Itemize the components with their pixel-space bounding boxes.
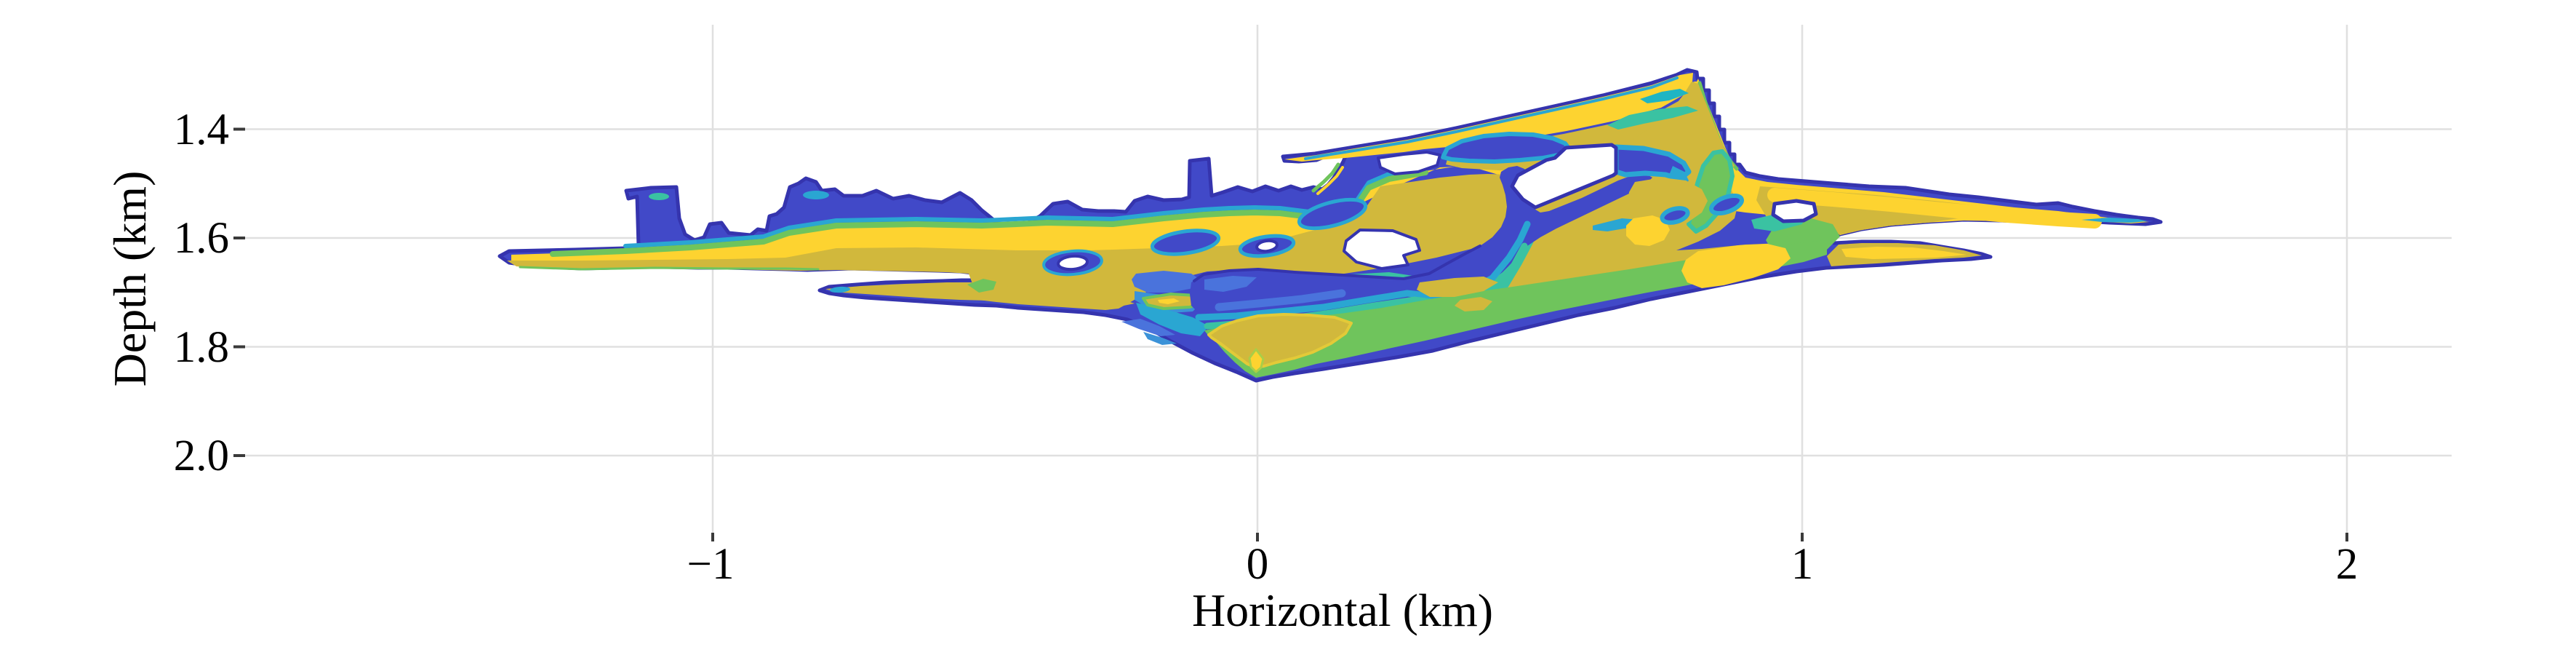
svg-text:0: 0 [1247,540,1269,589]
svg-text:1.6: 1.6 [174,214,229,263]
svg-text:1.8: 1.8 [174,323,229,372]
svg-text:Depth (km): Depth (km) [104,171,156,387]
svg-text:2: 2 [2336,540,2359,589]
svg-text:1.4: 1.4 [174,106,229,154]
svg-text:−1: −1 [687,540,735,589]
svg-text:2.0: 2.0 [174,432,229,480]
svg-text:Horizontal (km): Horizontal (km) [1192,584,1493,636]
svg-text:1: 1 [1791,540,1814,589]
